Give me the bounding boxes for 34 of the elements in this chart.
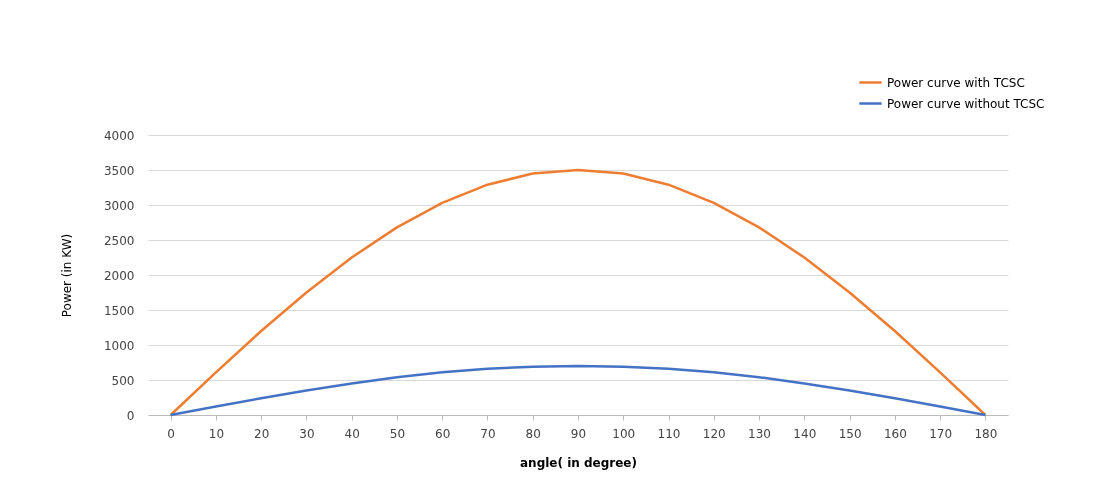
x-tick-label: 90 bbox=[570, 426, 587, 441]
line-series bbox=[169, 168, 987, 417]
x-tick-label: 170 bbox=[929, 426, 953, 441]
y-tick-label: 3500 bbox=[103, 163, 135, 178]
x-tick-label: 80 bbox=[525, 426, 541, 441]
x-tick-label: 140 bbox=[793, 426, 817, 441]
x-tick-label: 160 bbox=[883, 426, 907, 441]
x-tick-label: 60 bbox=[435, 426, 451, 441]
legend-label: Power curve with TCSC bbox=[887, 75, 1025, 90]
x-tick-label: 10 bbox=[208, 426, 225, 441]
y-tick-label: 500 bbox=[111, 373, 135, 388]
x-tick-label: 180 bbox=[974, 426, 998, 441]
x-tick-label: 70 bbox=[480, 426, 496, 441]
y-tick-label: 1500 bbox=[103, 303, 135, 318]
x-tick-label: 50 bbox=[389, 426, 406, 441]
y-tick-label: 4000 bbox=[103, 128, 135, 143]
x-tick-label: 40 bbox=[344, 426, 360, 441]
x-tick-label: 110 bbox=[657, 426, 681, 441]
x-tick-label: 30 bbox=[299, 426, 315, 441]
x-tick-label: 150 bbox=[838, 426, 862, 441]
y-tick-label: 2500 bbox=[103, 233, 135, 248]
x-tick-label: 100 bbox=[612, 426, 636, 441]
y-tick-label: 1000 bbox=[103, 338, 135, 353]
y-tick-label: 2000 bbox=[103, 268, 135, 283]
x-tick-label: 120 bbox=[702, 426, 726, 441]
y-axis-title: Power (in KW) bbox=[59, 233, 74, 318]
x-tick-label: 0 bbox=[167, 426, 175, 441]
x-tick-label: 130 bbox=[748, 426, 772, 441]
line-series bbox=[169, 364, 987, 417]
legend-label: Power curve without TCSC bbox=[887, 96, 1045, 111]
x-axis-title: angle( in degree) bbox=[520, 455, 637, 470]
y-tick-label: 0 bbox=[126, 408, 135, 423]
y-tick-label: 3000 bbox=[103, 198, 135, 213]
x-tick-label: 20 bbox=[254, 426, 270, 441]
